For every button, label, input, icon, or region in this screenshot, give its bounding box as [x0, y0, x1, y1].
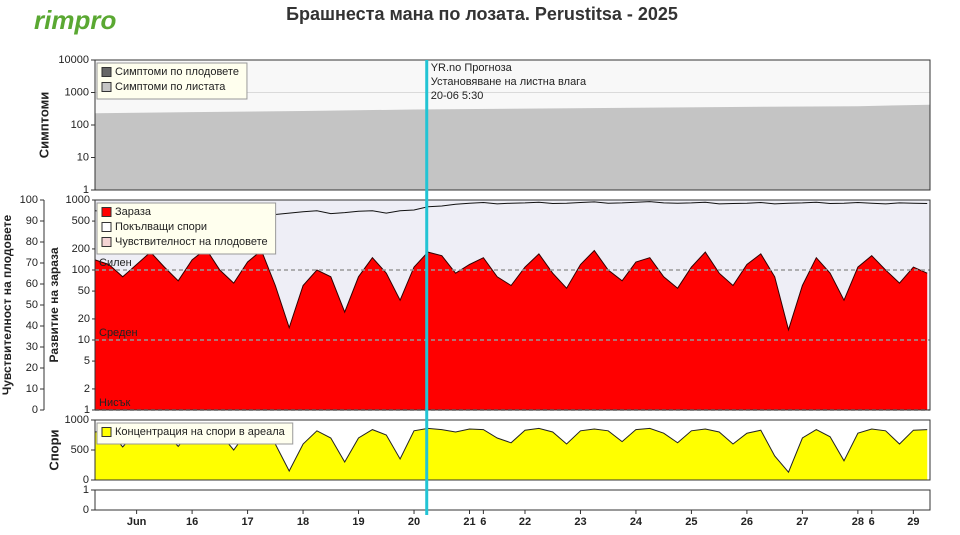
y2-tick-label: 50: [78, 285, 90, 297]
legend-box: [96, 62, 248, 100]
x-tick-label: 27: [796, 516, 808, 528]
y-tick-label: 100: [71, 119, 89, 131]
y-tick-label: 30: [26, 341, 38, 353]
y-tick-label: 40: [26, 320, 38, 332]
legend-label: Зараза: [115, 206, 152, 218]
y-tick-label: 0: [83, 474, 89, 486]
y-tick-label: 20: [26, 362, 38, 374]
legend-box: [96, 422, 294, 445]
y2-axis-label: Развитие на зараза: [47, 247, 61, 362]
legend-label: Концентрация на спори в ареала: [115, 426, 286, 438]
area-outline: [95, 427, 928, 474]
y-tick-label: 60: [26, 278, 38, 290]
x-tick-label: 18: [297, 516, 309, 528]
x-tick-label: 21: [463, 516, 475, 528]
y-tick-label: 1000: [65, 86, 89, 98]
legend-swatch: [101, 427, 112, 437]
y2-tick-label: 2: [84, 383, 90, 395]
y-tick-label: 1: [83, 184, 89, 196]
y2-tick-label: 5: [84, 355, 90, 367]
y2-tick-label: 500: [72, 215, 90, 227]
marker-annotation: 20-06 5:30: [431, 90, 484, 102]
y-tick-label: 70: [26, 257, 38, 269]
threshold-label: Среден: [99, 327, 138, 339]
threshold-label: Нисък: [99, 397, 130, 409]
logo: rimpro: [34, 5, 116, 35]
y-tick-label: 0: [32, 404, 38, 416]
x-tick-label: 17: [241, 516, 253, 528]
legend-swatch: [101, 237, 112, 247]
plot-area: [95, 427, 928, 480]
x-tick-label: 28: [852, 516, 864, 528]
legend-label: Симптоми по плодовете: [115, 66, 239, 78]
y-tick-label: 100: [20, 194, 38, 206]
legend-swatch: [101, 67, 112, 77]
area: [95, 248, 928, 410]
x-tick-label: 26: [741, 516, 753, 528]
x-tick-label: 24: [630, 516, 643, 528]
y-axis-label: Симптоми: [36, 92, 51, 158]
legend-box: [96, 202, 277, 255]
y-tick-label: 0: [83, 504, 89, 516]
x-tick-label: 6: [869, 516, 875, 528]
y-axis-label: Спори: [46, 429, 61, 470]
y2-tick-label: 100: [72, 264, 90, 276]
y-axis-label: Чувствителност на плодовете: [0, 215, 14, 396]
y2-tick-label: 200: [72, 243, 90, 255]
legend-label: Покълващи спори: [115, 221, 207, 233]
x-tick-label: 19: [352, 516, 364, 528]
x-tick-label: 16: [186, 516, 198, 528]
threshold-label: Силен: [99, 257, 132, 269]
x-tick-label: 20: [408, 516, 420, 528]
plot-border: [94, 419, 931, 481]
x-tick-label: 6: [480, 516, 486, 528]
marker-annotation: Установяване на листна влага: [431, 76, 587, 88]
y2-tick-label: 1: [84, 404, 90, 416]
y2-tick-label: 10: [78, 334, 90, 346]
y-tick-label: 80: [26, 236, 38, 248]
x-tick-label: 29: [907, 516, 919, 528]
plot-border: [94, 59, 931, 191]
area: [95, 104, 930, 190]
y-tick-label: 50: [26, 299, 38, 311]
plot-border: [94, 199, 931, 411]
y-tick-label: 90: [26, 215, 38, 227]
y-tick-label: 1000: [65, 414, 89, 426]
chart-title: Брашнеста мана по лозата. Perustitsa - 2…: [286, 4, 678, 24]
area: [95, 428, 928, 480]
x-tick-label: 23: [574, 516, 586, 528]
legend-swatch: [101, 207, 112, 217]
y-tick-label: 10: [26, 383, 38, 395]
legend: Зараза Покълващи спори Чувствителност на п…: [96, 202, 277, 255]
y2-tick-label: 1000: [66, 194, 90, 206]
x-tick-label: 25: [685, 516, 697, 528]
y-tick-label: 1: [83, 484, 89, 496]
y-tick-label: 500: [71, 444, 89, 456]
y2-tick-label: 20: [78, 313, 90, 325]
plot-background: [95, 490, 930, 510]
legend: Концентрация на спори в ареала: [96, 422, 294, 445]
legend-swatch: [101, 222, 112, 232]
y-tick-label: 10000: [58, 54, 89, 66]
marker-annotation: YR.no Прогноза: [431, 62, 513, 74]
legend-label: Симптоми по листата: [115, 81, 226, 93]
plot-border: [94, 489, 931, 511]
legend-swatch: [101, 82, 112, 92]
x-tick-label: Jun: [127, 516, 147, 528]
area-outline: [95, 248, 928, 332]
x-tick-label: 22: [519, 516, 531, 528]
legend: Симптоми по плодовете Симптоми по листата: [96, 62, 248, 100]
y-tick-label: 10: [77, 151, 89, 163]
legend-label: Чувствителност на плодовете: [115, 236, 268, 248]
